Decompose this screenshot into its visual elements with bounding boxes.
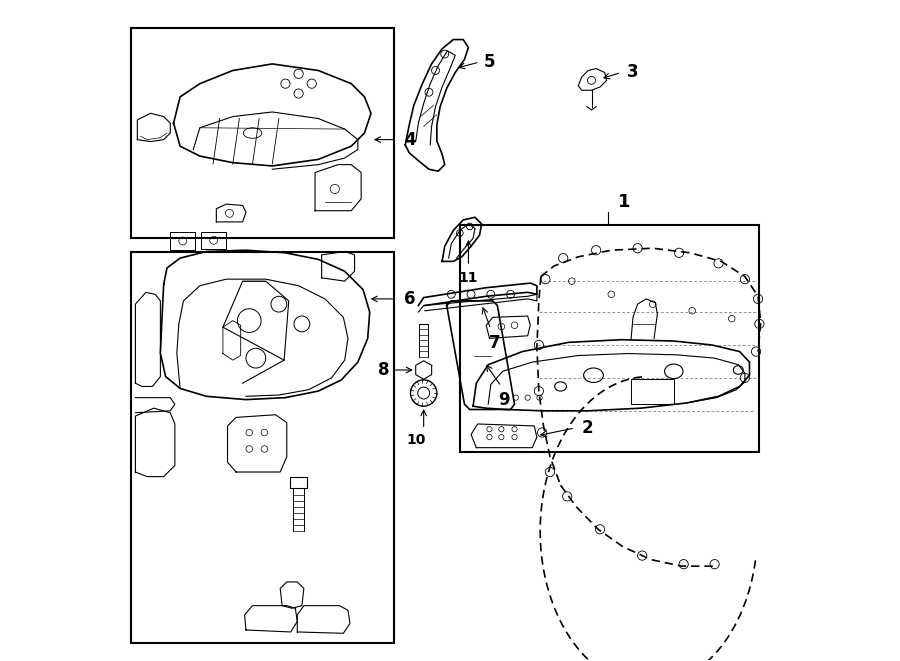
Bar — [631, 379, 674, 405]
Bar — [460, 225, 760, 452]
Text: 3: 3 — [626, 63, 638, 81]
Text: 6: 6 — [404, 290, 416, 308]
Text: 4: 4 — [404, 131, 416, 149]
Text: 11: 11 — [459, 271, 478, 286]
Bar — [170, 232, 195, 251]
Text: 8: 8 — [378, 361, 390, 379]
Bar — [130, 252, 394, 643]
Bar — [202, 232, 226, 249]
Text: 9: 9 — [499, 391, 509, 409]
Text: 5: 5 — [484, 53, 496, 71]
Text: 1: 1 — [617, 193, 630, 211]
Text: 10: 10 — [406, 432, 426, 447]
Text: 2: 2 — [581, 419, 593, 437]
Text: 7: 7 — [489, 334, 500, 352]
Bar — [130, 28, 394, 239]
